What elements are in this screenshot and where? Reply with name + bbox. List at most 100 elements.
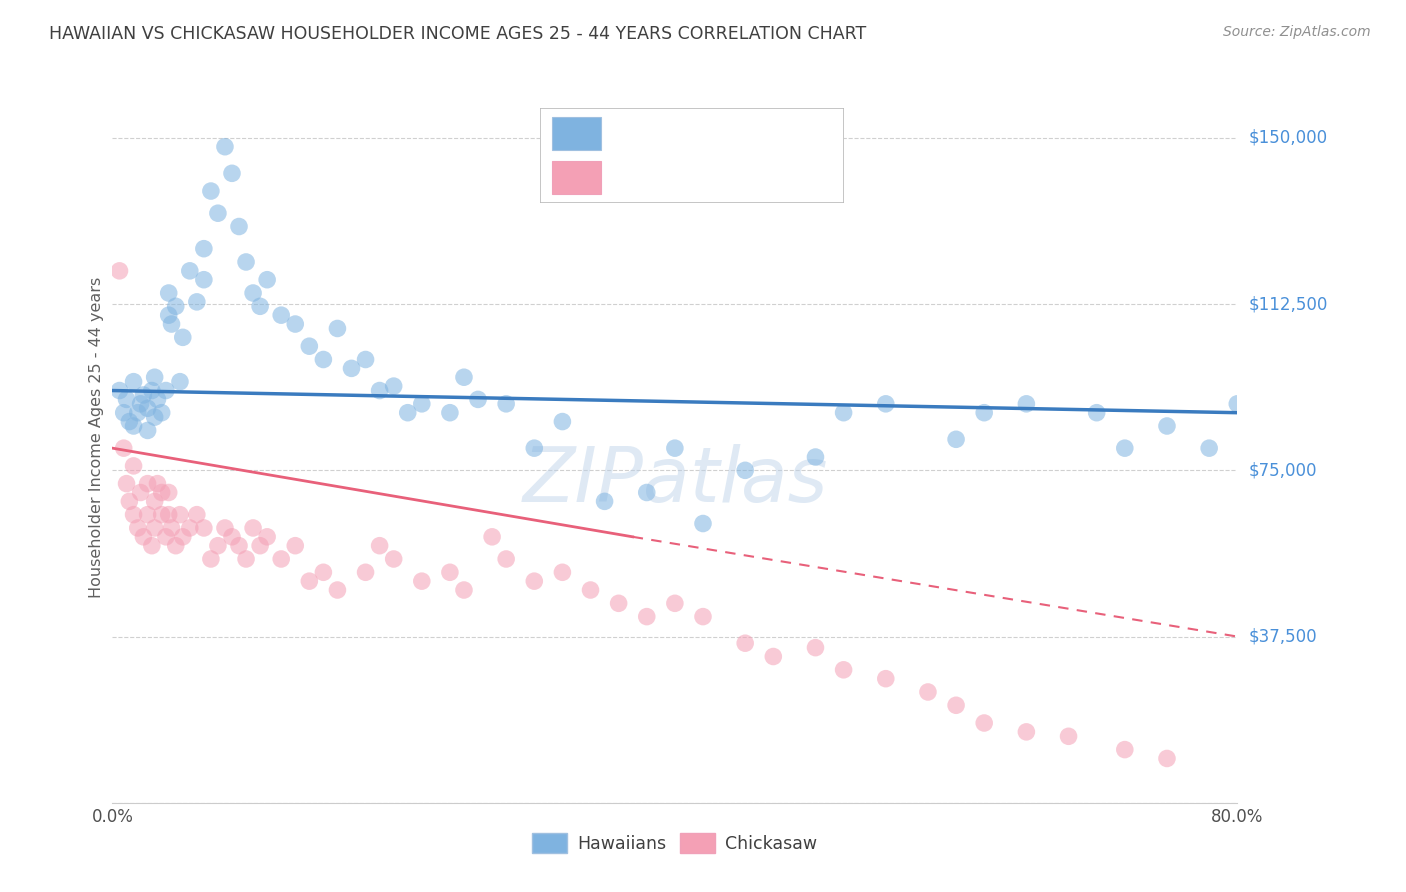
- Point: [143, 494, 166, 508]
- Point: [207, 539, 229, 553]
- Point: [155, 384, 177, 398]
- Point: [368, 384, 391, 398]
- Point: [228, 219, 250, 234]
- Point: [150, 485, 173, 500]
- Point: [298, 574, 321, 589]
- Point: [172, 530, 194, 544]
- Point: [593, 494, 616, 508]
- Y-axis label: Householder Income Ages 25 - 44 years: Householder Income Ages 25 - 44 years: [89, 277, 104, 598]
- Point: [354, 352, 377, 367]
- Point: [439, 406, 461, 420]
- Text: $37,500: $37,500: [1249, 628, 1317, 646]
- Point: [1057, 729, 1080, 743]
- Point: [112, 441, 135, 455]
- Point: [193, 242, 215, 256]
- Point: [169, 508, 191, 522]
- Point: [607, 596, 630, 610]
- Point: [169, 375, 191, 389]
- Text: $150,000: $150,000: [1249, 128, 1327, 147]
- Point: [122, 508, 145, 522]
- Point: [256, 273, 278, 287]
- Point: [146, 476, 169, 491]
- Point: [242, 285, 264, 300]
- Point: [636, 485, 658, 500]
- Point: [150, 508, 173, 522]
- Point: [762, 649, 785, 664]
- Point: [221, 530, 243, 544]
- Point: [368, 539, 391, 553]
- Point: [411, 574, 433, 589]
- Point: [1114, 742, 1136, 756]
- Point: [207, 206, 229, 220]
- Point: [136, 508, 159, 522]
- Point: [165, 539, 187, 553]
- Point: [1156, 419, 1178, 434]
- Point: [734, 636, 756, 650]
- Point: [481, 530, 503, 544]
- Point: [157, 285, 180, 300]
- Point: [270, 552, 292, 566]
- Point: [284, 317, 307, 331]
- Point: [136, 476, 159, 491]
- Point: [1085, 406, 1108, 420]
- Point: [118, 415, 141, 429]
- Point: [157, 485, 180, 500]
- Point: [160, 317, 183, 331]
- Point: [832, 406, 855, 420]
- Point: [214, 521, 236, 535]
- Point: [453, 582, 475, 597]
- Point: [1198, 441, 1220, 455]
- Point: [221, 166, 243, 180]
- Legend: Hawaiians, Chickasaw: Hawaiians, Chickasaw: [526, 826, 824, 860]
- Text: Source: ZipAtlas.com: Source: ZipAtlas.com: [1223, 25, 1371, 39]
- Point: [150, 406, 173, 420]
- Point: [115, 392, 138, 407]
- Point: [453, 370, 475, 384]
- Point: [256, 530, 278, 544]
- Point: [214, 139, 236, 153]
- Point: [249, 539, 271, 553]
- Point: [551, 566, 574, 580]
- Point: [235, 552, 257, 566]
- Point: [411, 397, 433, 411]
- Point: [298, 339, 321, 353]
- Point: [1015, 724, 1038, 739]
- Point: [200, 552, 222, 566]
- Point: [160, 521, 183, 535]
- Point: [495, 552, 517, 566]
- Point: [354, 566, 377, 580]
- Point: [917, 685, 939, 699]
- Point: [495, 397, 517, 411]
- Point: [127, 521, 149, 535]
- Point: [945, 698, 967, 713]
- Point: [186, 294, 208, 309]
- Point: [186, 508, 208, 522]
- Point: [129, 397, 152, 411]
- Point: [692, 609, 714, 624]
- Point: [157, 308, 180, 322]
- Point: [551, 415, 574, 429]
- Point: [396, 406, 419, 420]
- Point: [312, 352, 335, 367]
- Point: [132, 530, 155, 544]
- Text: $112,500: $112,500: [1249, 295, 1327, 313]
- Point: [129, 485, 152, 500]
- Point: [326, 582, 349, 597]
- Point: [973, 716, 995, 731]
- Point: [523, 574, 546, 589]
- Point: [146, 392, 169, 407]
- Point: [122, 419, 145, 434]
- Point: [141, 384, 163, 398]
- Point: [200, 184, 222, 198]
- Point: [179, 264, 201, 278]
- Point: [439, 566, 461, 580]
- Point: [165, 299, 187, 313]
- Point: [118, 494, 141, 508]
- Point: [664, 596, 686, 610]
- Point: [1156, 751, 1178, 765]
- Point: [579, 582, 602, 597]
- Point: [804, 450, 827, 464]
- Point: [143, 410, 166, 425]
- Point: [875, 397, 897, 411]
- Point: [155, 530, 177, 544]
